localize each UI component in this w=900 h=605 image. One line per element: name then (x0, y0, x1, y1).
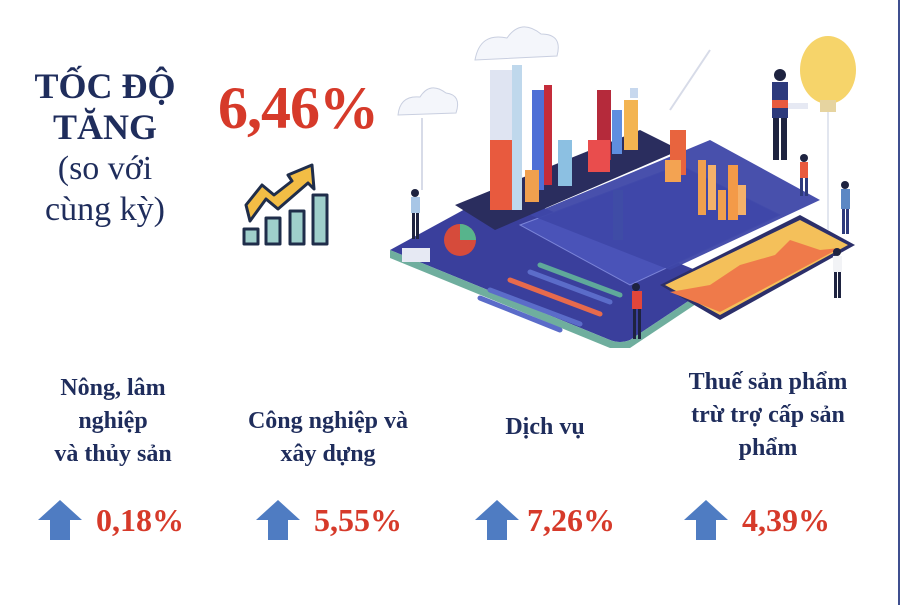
headline-line-1: TỐC ĐỘ (34, 66, 176, 106)
headline-line-2: TĂNG (52, 107, 157, 147)
headline: TỐC ĐỘ TĂNG (so với cùng kỳ) (20, 66, 190, 230)
label-line: và thủy sản (54, 441, 172, 467)
up-arrow-icon (38, 500, 82, 540)
label-line: Thuế sản phẩm (688, 369, 848, 395)
rising-bar-chart-icon (242, 163, 329, 246)
label-line: Công nghiệp và (247, 408, 409, 434)
category-value: 4,39% (742, 501, 830, 538)
label-line: xây dựng (280, 441, 376, 467)
total-growth-value: 6,46% (218, 75, 379, 141)
category-label-services: Dịch vụ (480, 411, 610, 444)
category-value: 7,26% (527, 501, 615, 538)
headline-line-4: cùng kỳ) (45, 191, 165, 228)
category-value-row-industry: 5,55% (256, 495, 402, 545)
label-line: trừ trợ cấp sản (691, 402, 845, 428)
label-line: nghiệp (78, 408, 148, 434)
category-value-row-agriculture: 0,18% (38, 495, 184, 545)
label-line: phẩm (738, 435, 798, 461)
category-value-row-product-tax: 4,39% (684, 495, 830, 545)
frame-border (898, 0, 900, 605)
label-line: Dịch vụ (505, 414, 585, 440)
up-arrow-icon (256, 500, 300, 540)
headline-line-3: (so với (57, 150, 153, 187)
label-line: Nông, lâm (60, 375, 166, 401)
category-label-agriculture: Nông, lâm nghiệp và thủy sản (28, 372, 198, 471)
category-value: 0,18% (96, 501, 184, 538)
category-label-industry: Công nghiệp và xây dựng (228, 405, 428, 471)
category-value-row-services: 7,26% (475, 495, 615, 545)
category-label-product-tax: Thuế sản phẩm trừ trợ cấp sản phẩm (668, 366, 868, 465)
up-arrow-icon (475, 500, 519, 540)
up-arrow-icon (684, 500, 728, 540)
dashboard-illustration (390, 26, 856, 348)
category-value: 5,55% (314, 501, 402, 538)
